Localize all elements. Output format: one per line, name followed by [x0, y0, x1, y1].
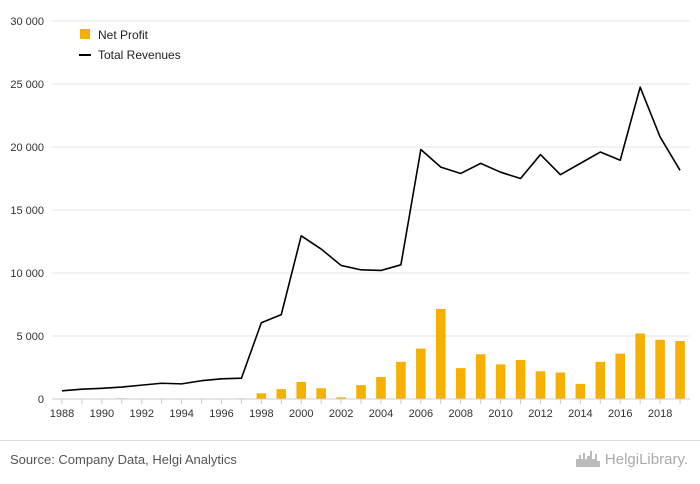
net-profit-bar [655, 339, 665, 399]
x-tick-label: 1990 [90, 408, 114, 420]
legend: Net Profit Total Revenues [79, 28, 181, 62]
net-profit-bar [555, 372, 566, 399]
net-profit-bars [116, 308, 685, 399]
x-tick-label: 1992 [129, 408, 153, 420]
net-profit-bar [256, 393, 267, 399]
chart: 0 5 000 10 000 15 000 20 000 25 000 30 000 198… [10, 16, 690, 420]
net-profit-bar [615, 353, 626, 399]
x-tick-label: 2006 [409, 408, 433, 420]
x-tick-label: 2008 [448, 408, 472, 420]
net-profit-bar [575, 383, 586, 399]
net-profit-bar [535, 371, 546, 399]
y-tick-label: 5 000 [16, 331, 44, 343]
source-note: Source: Company Data, Helgi Analytics [10, 452, 237, 467]
brand-logo: HelgiLibrary. [575, 450, 688, 468]
net-profit-bar [675, 341, 685, 399]
x-tick-label: 2002 [329, 408, 353, 420]
x-axis-tick-labels: 1988 1990 1992 1994 1996 1998 2000 2002 2004 2006… [50, 408, 673, 420]
x-tick-label: 2004 [369, 408, 393, 420]
x-axis-ticks [61, 399, 681, 404]
net-profit-bar [455, 368, 466, 399]
net-profit-bar [475, 354, 486, 399]
net-profit-bar [276, 389, 287, 399]
x-tick-label: 1998 [249, 408, 273, 420]
y-tick-label: 25 000 [10, 79, 44, 91]
gridlines [52, 20, 690, 337]
x-tick-label: 2010 [488, 408, 512, 420]
y-axis-tick-labels: 0 5 000 10 000 15 000 20 000 25 000 30 000 [10, 16, 44, 406]
net-profit-bar [296, 381, 307, 399]
x-tick-label: 1994 [169, 408, 193, 420]
net-profit-bar [316, 388, 326, 399]
y-tick-label: 30 000 [10, 16, 44, 28]
net-profit-bar [435, 308, 446, 399]
y-tick-label: 15 000 [10, 205, 44, 217]
x-tick-label: 2016 [608, 408, 632, 420]
y-tick-label: 10 000 [10, 268, 44, 280]
x-tick-label: 2018 [648, 408, 672, 420]
net-profit-bar [376, 376, 386, 399]
net-profit-bar [396, 361, 406, 399]
net-profit-bar [336, 397, 346, 399]
legend-net-profit-label: Net Profit [98, 28, 149, 42]
x-tick-label: 2012 [528, 408, 552, 420]
net-profit-bar [635, 333, 645, 399]
x-tick-label: 2014 [568, 408, 592, 420]
net-profit-bar [495, 364, 506, 399]
x-tick-label: 1988 [50, 408, 74, 420]
net-profit-bar [416, 348, 426, 399]
x-tick-label: 1996 [209, 408, 233, 420]
net-profit-bar [356, 385, 366, 399]
legend-net-profit-swatch [80, 29, 90, 39]
y-tick-label: 20 000 [10, 142, 44, 154]
net-profit-bar [595, 361, 606, 399]
y-tick-label: 0 [38, 394, 44, 406]
footer: Source: Company Data, Helgi Analytics He… [0, 440, 700, 484]
net-profit-bar [515, 359, 526, 399]
skyline-icon [575, 451, 600, 467]
legend-total-revenues-label: Total Revenues [98, 48, 181, 62]
x-tick-label: 2000 [289, 408, 313, 420]
total-revenues-line [61, 86, 681, 392]
brand-name: HelgiLibrary. [604, 450, 688, 468]
